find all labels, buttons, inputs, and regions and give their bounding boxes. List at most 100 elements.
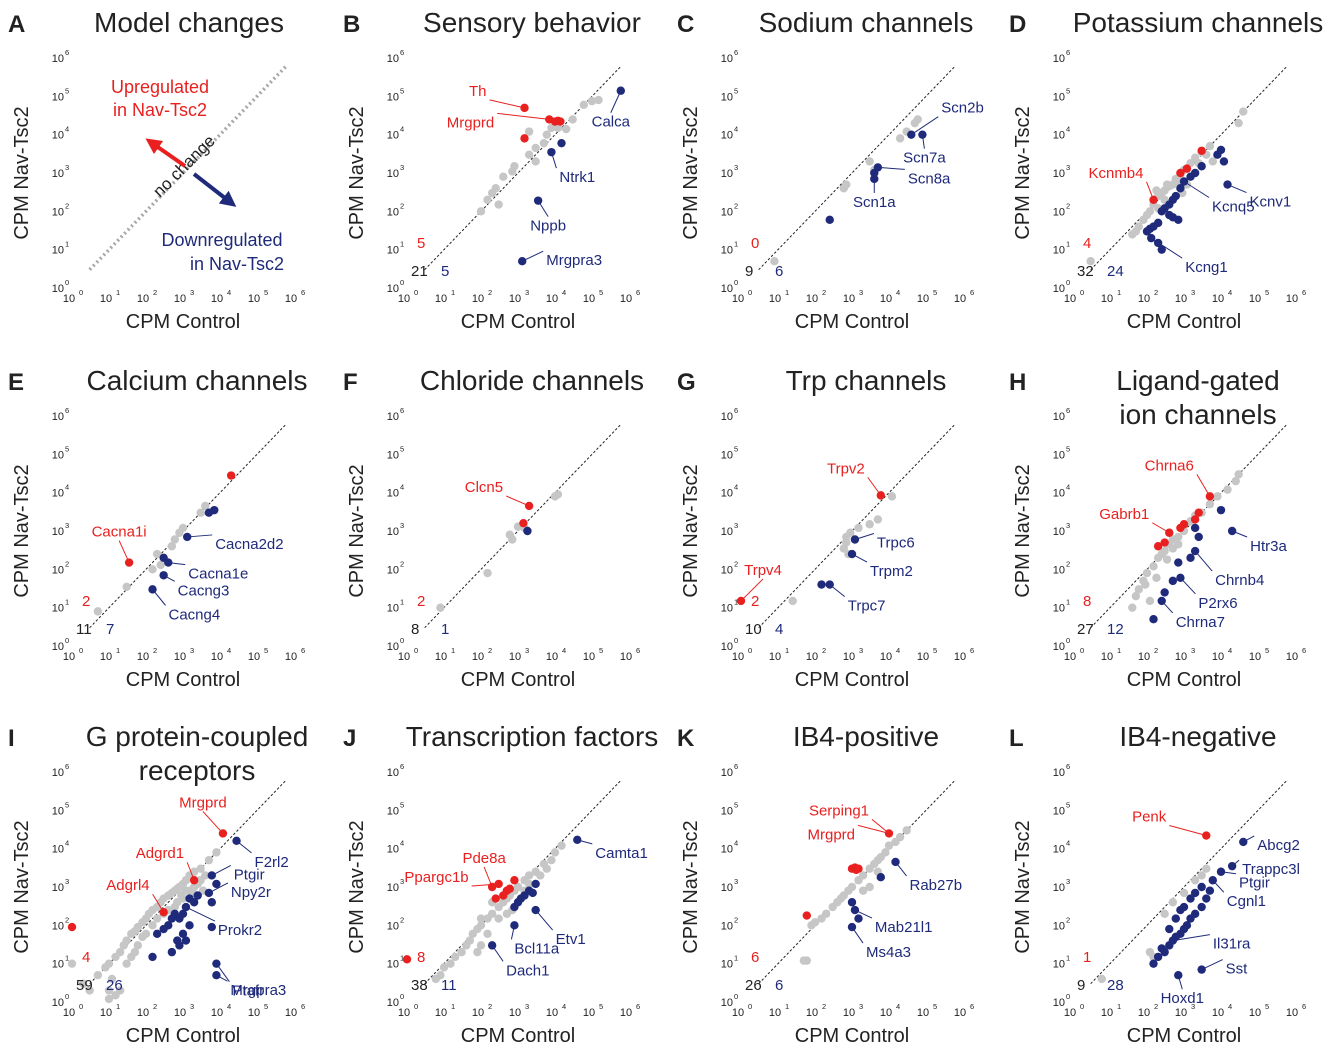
panel-c-xtick-1: 10 <box>769 293 781 305</box>
panel-g-ytick-exp-4: 4 <box>734 483 738 492</box>
panel-h-point-up-0 <box>1205 492 1215 501</box>
panel-h-xtick-exp-6: 6 <box>1302 646 1306 655</box>
panel-d-point-down-19 <box>1142 227 1152 236</box>
panel-b-xtick-5: 10 <box>583 293 595 305</box>
panel-j-point-none-37 <box>476 914 486 923</box>
panel-g-ytick-0: 10 <box>721 641 733 653</box>
panel-j-annotation-leader-4 <box>510 925 515 940</box>
panel-f-letter: F <box>343 369 358 396</box>
panel-b-xtick-1: 10 <box>435 293 447 305</box>
panel-l-count-down: 28 <box>1107 977 1124 994</box>
panel-f-xtick-2: 10 <box>472 651 484 663</box>
panel-c-xtick-exp-1: 1 <box>785 288 789 297</box>
panel-i-annotation-leader-2 <box>152 893 165 913</box>
panel-i-annotation-2: Adgrl4 <box>106 877 149 894</box>
panel-i-ytick-4: 10 <box>52 844 64 856</box>
panel-c-no-change-line <box>758 66 956 271</box>
panel-f-xtick-exp-4: 4 <box>562 646 566 655</box>
panel-i-ytick-5: 10 <box>52 805 64 817</box>
panel-g-annotation-3: Trpm2 <box>870 563 913 580</box>
panel-j-point-none-17 <box>468 929 477 939</box>
panel-g-xtick-exp-1: 1 <box>785 646 789 655</box>
panel-c-annotation-leader-1 <box>921 134 925 149</box>
panel-b: B Sensory behavior10010110210310410510610… <box>343 7 641 333</box>
panel-j-xtick-0: 10 <box>398 1007 410 1019</box>
panel-j-point-none-35 <box>542 864 551 873</box>
panel-l: L IB4-negative100101102103104105106100101… <box>1009 721 1306 1047</box>
panel-b-ytick-6: 10 <box>387 53 399 65</box>
panel-i-annotation-1: Adgrd1 <box>136 845 184 862</box>
panel-d-point-down-2 <box>1219 157 1229 166</box>
panel-k-point-none-3 <box>884 841 894 850</box>
panel-g-ytick-exp-5: 5 <box>734 444 738 453</box>
panel-a-up-arrow <box>145 138 187 168</box>
panel-i-ytick-exp-1: 1 <box>65 954 69 963</box>
panel-h-point-up-5 <box>1165 528 1174 537</box>
panel-c-point-down-5 <box>825 215 834 225</box>
panel-d-ytick-3: 10 <box>1053 168 1065 180</box>
panel-j-point-down-1 <box>531 879 540 889</box>
panel-k-ytick-exp-0: 0 <box>734 992 738 1001</box>
panel-e-annotation-4: Cacng4 <box>169 606 221 623</box>
panel-b-xtick-exp-1: 1 <box>451 288 455 297</box>
panel-e-no-change-line <box>89 424 287 629</box>
panel-i-x-axis-title: CPM Control <box>126 1025 240 1047</box>
panel-e-point-none-2 <box>201 501 210 511</box>
panel-l-point-none-5 <box>1179 888 1189 898</box>
panel-j-xtick-2: 10 <box>472 1007 484 1019</box>
panel-d-xtick-5: 10 <box>1249 293 1261 305</box>
panel-d-xtick-1: 10 <box>1101 293 1113 305</box>
panel-h-annotation-leader-3 <box>1194 550 1213 572</box>
panel-g-annotation-leader-2 <box>854 533 875 540</box>
panel-b-xtick-exp-5: 5 <box>599 288 603 297</box>
panel-k-point-none-25 <box>858 886 868 895</box>
panel-j-point-none-21 <box>450 952 460 962</box>
panel-l-point-down-6 <box>1197 902 1206 912</box>
panel-j-point-up-6 <box>505 884 514 893</box>
panel-e-letter: E <box>8 369 24 396</box>
panel-g-annotation-0: Trpv2 <box>827 460 865 477</box>
panel-l-point-down-24 <box>1171 914 1180 923</box>
panel-d-annotation-2: Kcnq5 <box>1212 199 1255 216</box>
panel-b-count-none: 21 <box>411 263 428 280</box>
panel-d-point-down-1 <box>1216 145 1226 155</box>
panel-j-ytick-4: 10 <box>387 844 399 856</box>
panel-d-point-none-21 <box>1086 257 1095 266</box>
panel-i-ytick-0: 10 <box>52 997 64 1009</box>
panel-a-xtick-1: 10 <box>100 293 112 305</box>
panel-l-ytick-5: 10 <box>1053 805 1065 817</box>
panel-j-letter: J <box>343 725 356 752</box>
panel-f-ytick-exp-3: 3 <box>400 521 404 530</box>
panel-g-point-none-5 <box>839 544 848 553</box>
panel-l-y-axis-title: CPM Nav-Tsc2 <box>1012 820 1034 953</box>
panel-h-ytick-0: 10 <box>1053 641 1065 653</box>
panel-b-point-none-12 <box>476 207 486 216</box>
panel-i-point-none-25 <box>111 952 120 962</box>
panel-j-title: Transcription factors <box>406 721 659 752</box>
panel-a-xtick-exp-2: 2 <box>153 288 157 297</box>
panel-l-ytick-4: 10 <box>1053 844 1065 856</box>
panel-l-annotation-0: Penk <box>1132 809 1167 826</box>
panel-a-letter: A <box>8 11 25 38</box>
panel-h-x-axis-title: CPM Control <box>1127 669 1241 691</box>
panel-j-point-up-7 <box>402 955 412 964</box>
panel-j-ytick-3: 10 <box>387 882 399 894</box>
panel-d-xtick-exp-1: 1 <box>1117 288 1121 297</box>
panel-i-ytick-exp-6: 6 <box>65 762 69 771</box>
panel-f-ytick-4: 10 <box>387 488 399 500</box>
panel-e-xtick-1: 10 <box>100 651 112 663</box>
panel-h-point-down-2 <box>1190 523 1200 533</box>
panel-l-xtick-exp-3: 3 <box>1191 1002 1195 1011</box>
panel-e-point-none-8 <box>152 549 162 559</box>
panel-g-xtick-exp-4: 4 <box>896 646 900 655</box>
panel-e-y-axis-title: CPM Nav-Tsc2 <box>11 464 33 597</box>
panel-j-xtick-exp-0: 0 <box>414 1002 418 1011</box>
panel-c-point-none-4 <box>910 118 920 128</box>
panel-c-ytick-6: 10 <box>721 53 733 65</box>
panel-k-ytick-exp-4: 4 <box>734 839 738 848</box>
panel-b-point-up-5 <box>520 134 529 143</box>
panel-i-xtick-3: 10 <box>174 1007 186 1019</box>
panel-k-point-none-22 <box>799 956 809 965</box>
panel-a-xtick-exp-3: 3 <box>190 288 194 297</box>
panel-g-x-axis-title: CPM Control <box>795 669 909 691</box>
